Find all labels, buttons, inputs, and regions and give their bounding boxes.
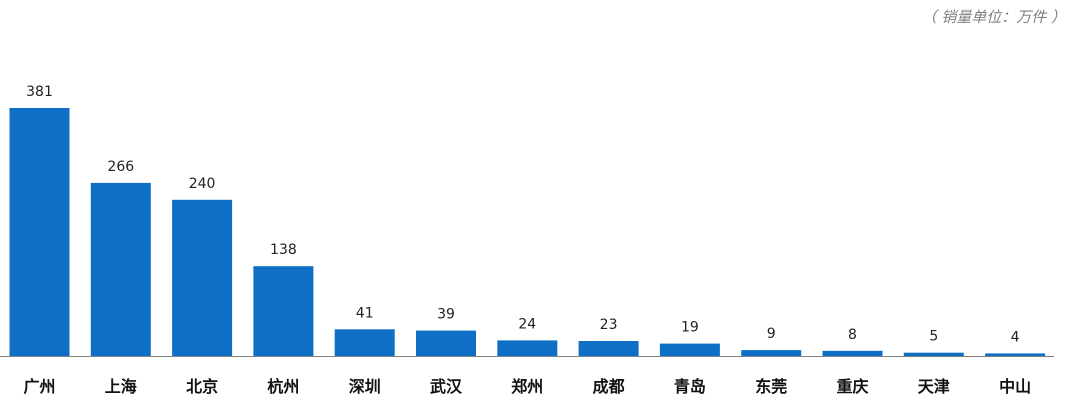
- data-label-2: 240: [189, 176, 216, 192]
- category-label-9: 东莞: [755, 377, 787, 396]
- bar-12: [985, 353, 1046, 356]
- data-label-5: 39: [437, 307, 455, 323]
- bar-3: [253, 266, 314, 356]
- bar-7: [578, 341, 639, 356]
- bar-10: [822, 350, 883, 356]
- category-label-7: 成都: [593, 377, 625, 396]
- category-label-8: 青岛: [674, 377, 706, 396]
- category-label-11: 天津: [918, 377, 950, 396]
- data-label-3: 138: [270, 242, 297, 258]
- category-label-3: 杭州: [267, 377, 299, 396]
- category-label-10: 重庆: [836, 377, 868, 396]
- data-label-9: 9: [767, 326, 776, 342]
- data-label-8: 19: [681, 320, 699, 336]
- bar-6: [497, 340, 558, 356]
- data-label-6: 24: [518, 316, 536, 332]
- category-label-1: 上海: [105, 377, 137, 396]
- category-label-2: 北京: [186, 377, 218, 396]
- bar-9: [741, 350, 802, 356]
- data-label-0: 381: [26, 84, 53, 100]
- data-label-4: 41: [356, 305, 374, 321]
- bar-5: [416, 330, 476, 356]
- bars-group: [9, 108, 1046, 356]
- data-label-12: 4: [1011, 329, 1020, 345]
- data-label-1: 266: [107, 159, 134, 175]
- category-label-6: 郑州: [511, 377, 543, 396]
- bar-11: [903, 352, 964, 356]
- labels-group: 381 广州 266 上海 240 北京 138 杭州 41 深圳 39 武汉 24 郑州 23 成都 19 青岛…: [23, 84, 1031, 396]
- bar-2: [172, 199, 233, 356]
- data-label-11: 5: [929, 329, 938, 345]
- data-label-10: 8: [848, 327, 857, 343]
- data-label-7: 23: [600, 317, 618, 333]
- bar-0: [9, 108, 70, 356]
- bar-1: [90, 182, 151, 356]
- category-label-4: 深圳: [349, 377, 381, 396]
- unit-note: （ 销量单位：万件 ）: [921, 8, 1066, 26]
- bar-4: [334, 329, 395, 356]
- category-label-5: 武汉: [430, 377, 463, 396]
- category-label-12: 中山: [999, 377, 1031, 396]
- bar-8: [659, 343, 720, 356]
- category-label-0: 广州: [23, 377, 55, 396]
